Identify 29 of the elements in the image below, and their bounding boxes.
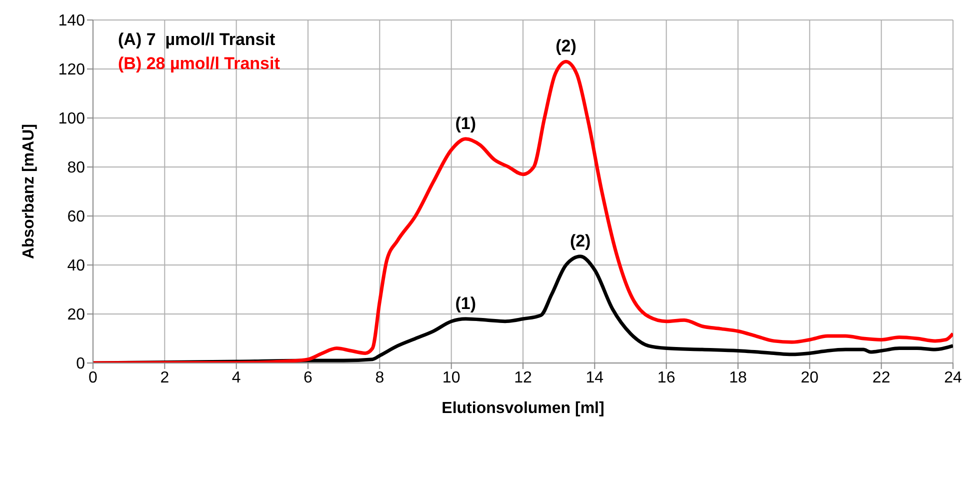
x-tick-label: 20: [800, 369, 819, 386]
x-tick-label: 0: [88, 369, 98, 386]
x-tick-label: 14: [586, 369, 604, 386]
x-tick-label: 4: [232, 369, 241, 386]
x-tick-label: 16: [657, 369, 676, 386]
y-tick-label: 40: [67, 258, 86, 275]
annotation: (1): [455, 114, 476, 133]
annotation: (2): [556, 36, 576, 56]
y-tick-label: 120: [58, 62, 86, 79]
y-tick-label: 60: [67, 208, 86, 226]
annotation: (1): [455, 294, 476, 313]
x-tick-label: 10: [442, 369, 460, 386]
x-tick-label: 18: [729, 369, 747, 386]
text: (A) 7 µmol/l Transit: [118, 29, 276, 51]
x-tick-label: 24: [944, 369, 962, 386]
y-axis-title: Absorbanz [mAU]: [20, 124, 38, 260]
y-tick-label: 0: [76, 356, 86, 373]
x-tick-label: 2: [160, 369, 170, 386]
y-tick-label: 80: [67, 160, 86, 177]
x-tick-label: 6: [304, 369, 313, 386]
x-axis-title: Elutionsvolumen [ml]: [442, 400, 604, 417]
x-tick-label: 12: [514, 369, 532, 386]
y-tick-label: 140: [58, 12, 86, 30]
annotation: (2): [570, 231, 591, 250]
text: (B) 28 µmol/l Transit: [118, 53, 280, 75]
x-tick-label: 22: [872, 369, 890, 386]
y-tick-label: 20: [67, 306, 86, 324]
x-tick-label: 8: [375, 369, 384, 386]
y-tick-label: 100: [58, 110, 86, 128]
